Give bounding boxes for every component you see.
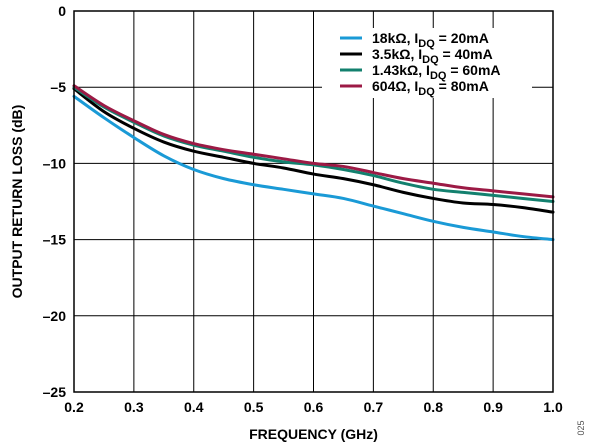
y-tick-label: 0 xyxy=(58,3,66,19)
x-tick-labels: 0.2 0.3 0.4 0.5 0.6 0.7 0.8 0.9 1.0 xyxy=(64,399,563,415)
legend-text: 604Ω, I xyxy=(372,78,418,94)
y-tick-label: –10 xyxy=(43,155,67,171)
legend-entry-0: 18kΩ, IDQ = 20mA xyxy=(372,30,489,50)
legend-text: = 60mA xyxy=(446,62,500,78)
legend-subscript: DQ xyxy=(418,38,435,50)
series-line-0 xyxy=(72,94,555,242)
x-tick-label: 0.5 xyxy=(244,399,264,415)
x-tick-label: 0.3 xyxy=(124,399,144,415)
figure-id: 025 xyxy=(576,420,586,435)
legend-text: 1.43kΩ, I xyxy=(372,62,430,78)
x-axis-title: FREQUENCY (GHz) xyxy=(249,426,378,442)
legend-subscript: DQ xyxy=(422,54,439,66)
legend-text: = 40mA xyxy=(439,46,493,62)
y-tick-label: –25 xyxy=(43,384,67,400)
y-tick-label: –15 xyxy=(43,232,67,248)
legend-subscript: DQ xyxy=(418,86,435,98)
legend-text: 18kΩ, I xyxy=(372,30,418,46)
legend-subscript: DQ xyxy=(430,70,447,82)
x-tick-label: 0.2 xyxy=(64,399,84,415)
legend-text: = 20mA xyxy=(435,30,489,46)
y-axis-title: OUTPUT RETURN LOSS (dB) xyxy=(9,105,25,299)
x-tick-label: 0.7 xyxy=(364,399,384,415)
x-tick-label: 0.9 xyxy=(483,399,503,415)
legend-entry-3: 604Ω, IDQ = 80mA xyxy=(372,78,489,98)
legend-entry-2: 1.43kΩ, IDQ = 60mA xyxy=(372,62,501,82)
x-tick-label: 0.4 xyxy=(184,399,204,415)
x-tick-label: 0.6 xyxy=(304,399,324,415)
series-lines xyxy=(72,84,555,242)
series-line-3 xyxy=(72,84,555,199)
legend-entry-1: 3.5kΩ, IDQ = 40mA xyxy=(372,46,493,66)
x-tick-label: 0.8 xyxy=(424,399,444,415)
legend-text: = 80mA xyxy=(435,78,489,94)
y-tick-label: –5 xyxy=(50,79,66,95)
y-tick-labels: 0 –5 –10 –15 –20 –25 xyxy=(43,3,67,400)
legend-text: 3.5kΩ, I xyxy=(372,46,422,62)
plot-frame xyxy=(73,10,554,393)
x-tick-label: 1.0 xyxy=(543,399,563,415)
y-tick-label: –20 xyxy=(43,308,67,324)
series-line-1 xyxy=(72,87,555,214)
